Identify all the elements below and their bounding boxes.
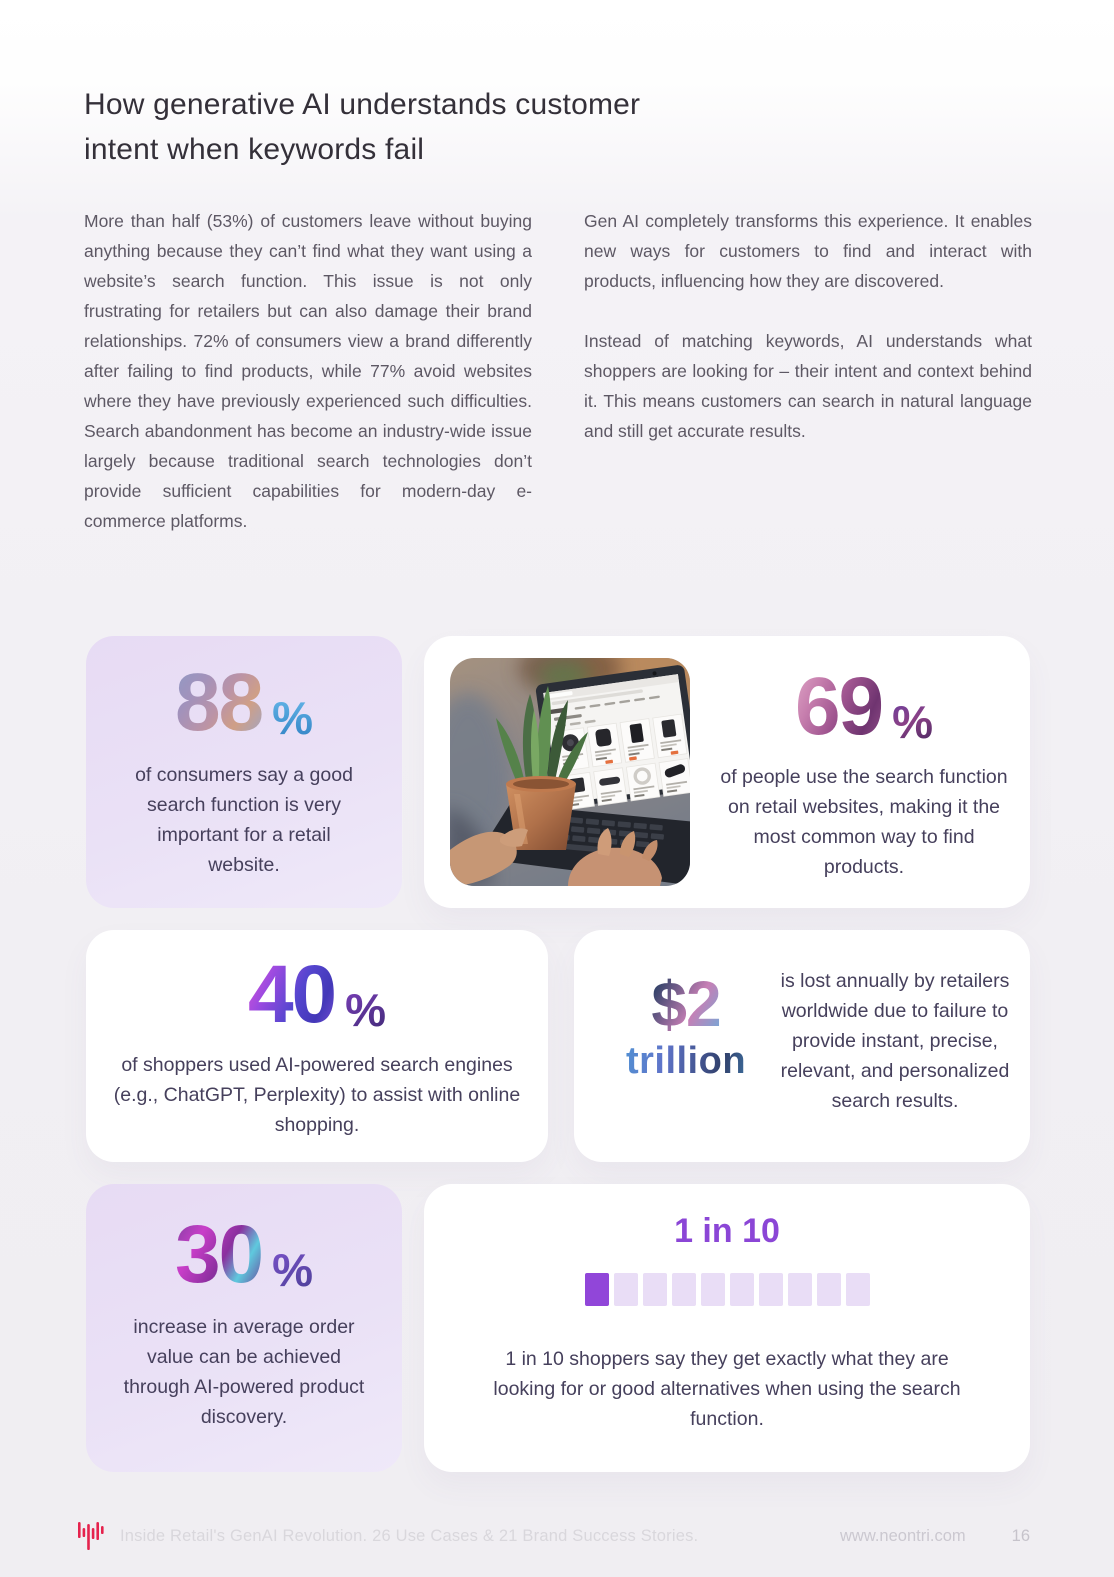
stat-card-40-percent: 40 % of shoppers used AI-powered search … (86, 930, 548, 1162)
footer-page-number: 16 (1011, 1527, 1030, 1545)
intro-left-paragraph: More than half (53%) of customers leave … (84, 211, 532, 531)
stat-card-69-percent: 69 % of people use the search function o… (424, 636, 1030, 908)
stat-description-40: of shoppers used AI-powered search engin… (113, 1054, 521, 1136)
stat-number-30: 30 (174, 1209, 264, 1300)
stat-description-88: of consumers say a good search function … (135, 764, 353, 876)
stat-unit-30: % (272, 1244, 314, 1296)
stat-description-1in10: 1 in 10 shoppers say they get exactly wh… (493, 1348, 961, 1430)
stat-number-88: 88 (174, 657, 264, 748)
ratio-square-2 (613, 1273, 638, 1306)
ratio-squares (424, 1273, 1030, 1306)
laptop-shopping-photo (450, 658, 690, 886)
stat-number-69: 69 (794, 661, 884, 752)
ratio-square-5 (700, 1273, 725, 1306)
brand-waveform-icon (78, 1514, 104, 1559)
intro-right-paragraph-1: Gen AI completely transforms this experi… (584, 211, 1032, 291)
ratio-square-6 (729, 1273, 754, 1306)
stat-card-2-trillion: $2 trillion is lost annually by retailer… (574, 930, 1030, 1162)
ratio-square-9 (816, 1273, 841, 1306)
stat-description-69: of people use the search function on ret… (720, 766, 1008, 878)
footer-report-title: Inside Retail's GenAI Revolution. 26 Use… (120, 1527, 699, 1545)
stat-unit-88: % (272, 692, 314, 744)
footer-website-link[interactable]: www.neontri.com (840, 1527, 966, 1545)
page-title: How generative AI understands customer i… (84, 82, 640, 172)
intro-right-paragraph-2: Instead of matching keywords, AI underst… (584, 331, 1032, 441)
stat-card-30-percent: 30 % increase in average order value can… (86, 1184, 402, 1472)
ratio-square-7 (758, 1273, 783, 1306)
ratio-headline: 1 in 10 (674, 1212, 780, 1250)
stat-value-2-trillion: $2 trillion (596, 972, 776, 1080)
stat-unit-69: % (892, 696, 934, 748)
ratio-square-3 (642, 1273, 667, 1306)
stat-number-40: 40 (247, 949, 337, 1040)
stat-card-1-in-10: 1 in 10 1 in 10 shoppers say they get ex… (424, 1184, 1030, 1472)
stat-2t-content: is lost annually by retailers worldwide … (772, 966, 1018, 1116)
stat-unit-trillion: trillion (596, 1042, 776, 1080)
stat-value-69: 69 % (714, 666, 1014, 748)
stat-number-2t: $2 (596, 972, 776, 1036)
page-title-line1: How generative AI understands customer (84, 88, 641, 121)
stat-value-30: 30 % (86, 1214, 402, 1296)
ratio-square-10 (845, 1273, 870, 1306)
stat-value-40: 40 % (86, 954, 548, 1036)
stat-69-content: 69 % of people use the search function o… (714, 666, 1014, 882)
ratio-square-4 (671, 1273, 696, 1306)
ratio-square-8 (787, 1273, 812, 1306)
page-footer: Inside Retail's GenAI Revolution. 26 Use… (78, 1514, 1030, 1559)
stat-value-88: 88 % (86, 662, 402, 744)
page-title-line2: intent when keywords fail (84, 133, 425, 166)
stat-description-30: increase in average order value can be a… (123, 1316, 365, 1428)
stat-unit-40: % (345, 984, 387, 1036)
stat-description-2t: is lost annually by retailers worldwide … (780, 970, 1010, 1112)
intro-right-column: Gen AI completely transforms this experi… (584, 206, 1032, 476)
stat-card-88-percent: 88 % of consumers say a good search func… (86, 636, 402, 908)
ratio-square-1 (584, 1273, 609, 1306)
